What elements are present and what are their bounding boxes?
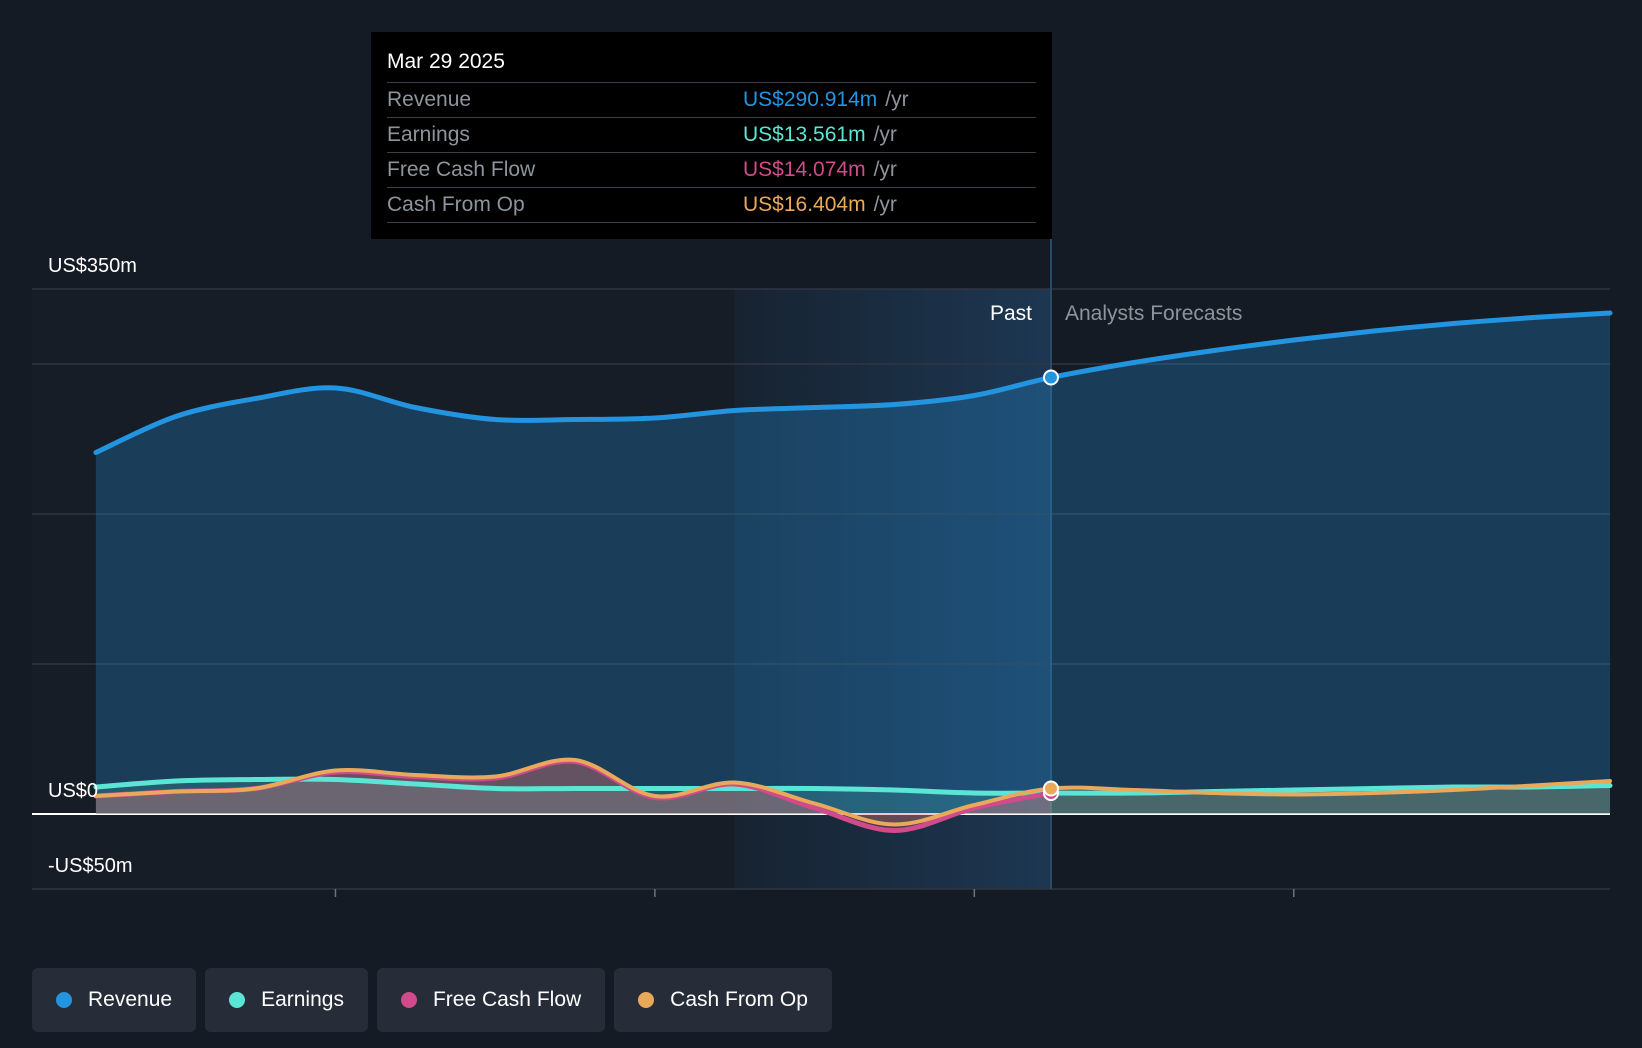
tooltip: Mar 29 2025 Revenue US$290.914m /yr Earn… (371, 32, 1052, 239)
legend-label: Free Cash Flow (432, 988, 582, 1011)
tooltip-unit: /yr (885, 88, 909, 111)
legend-label: Cash From Op (670, 988, 808, 1011)
legend-item-free-cash-flow[interactable]: Free Cash Flow (376, 968, 606, 1032)
line-revenue (93, 310, 1613, 455)
legend-label: Earnings (261, 988, 344, 1011)
tooltip-date: Mar 29 2025 (387, 50, 505, 73)
legend-item-revenue[interactable]: Revenue (32, 968, 197, 1032)
tooltip-unit: /yr (873, 123, 897, 146)
tooltip-row-free-cash-flow: Free Cash Flow US$14.074m /yr (387, 152, 1036, 187)
y-tick-label-bottom: -US$50m (48, 855, 132, 877)
marker-cfo (1042, 780, 1059, 797)
line-earnings (93, 776, 1613, 796)
gridlines (32, 239, 1610, 890)
tooltip-unit: /yr (873, 193, 897, 216)
tooltip-label: Revenue (387, 88, 472, 111)
line-cfo (93, 757, 1612, 827)
tooltip-label: Free Cash Flow (387, 158, 536, 181)
tooltip-value: US$13.561m (743, 123, 866, 146)
forecast-label: Analysts Forecasts (1065, 302, 1242, 325)
tooltip-row-earnings: Earnings US$13.561m /yr (387, 117, 1036, 152)
tooltip-unit: /yr (873, 158, 897, 181)
legend-label: Revenue (88, 988, 173, 1011)
tooltip-value: US$14.074m (743, 158, 866, 181)
legend-dot-icon (400, 992, 417, 1008)
legend-dot-icon (638, 992, 655, 1008)
past-label: Past (990, 302, 1032, 325)
tooltip-value: US$16.404m (743, 193, 866, 216)
legend-item-cash-from-op[interactable]: Cash From Op (614, 968, 832, 1032)
tooltip-label: Earnings (387, 123, 470, 146)
tooltip-row-revenue: Revenue US$290.914m /yr (387, 82, 1036, 117)
legend: Revenue Earnings Free Cash Flow Cash Fro… (32, 968, 832, 1032)
tooltip-label: Cash From Op (387, 193, 525, 216)
area-cfo (95, 759, 1610, 825)
marker-revenue (1042, 369, 1059, 386)
legend-dot-icon (229, 992, 246, 1008)
legend-item-earnings[interactable]: Earnings (205, 968, 368, 1032)
area-revenue (95, 313, 1610, 814)
legend-dot-icon (56, 992, 72, 1008)
axis-labels: US$350m US$0 -US$50m Past Analysts Forec… (48, 255, 1242, 877)
series-lines (93, 310, 1613, 833)
tooltip-row-cash-from-op: Cash From Op US$16.404m /yr (387, 187, 1036, 223)
chart-svg: US$350m US$0 -US$50m Past Analysts Forec… (32, 239, 1613, 897)
x-axis-ticks: 2023202420252026 (334, 889, 1295, 897)
series-markers (1042, 369, 1059, 801)
y-tick-label-zero: US$0 (48, 780, 98, 802)
y-tick-label-top: US$350m (48, 255, 137, 277)
tooltip-value: US$290.914m (743, 88, 878, 111)
